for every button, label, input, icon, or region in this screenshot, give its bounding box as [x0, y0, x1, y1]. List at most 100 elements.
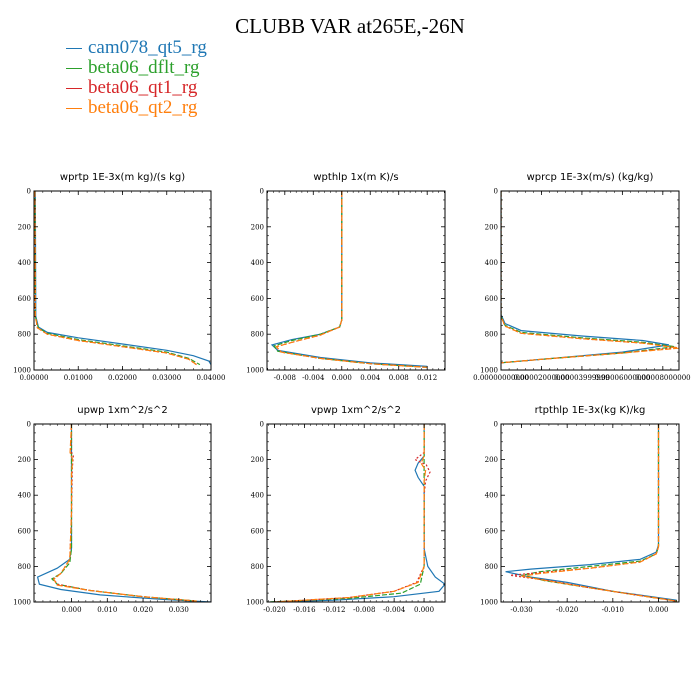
- series-beta06_qt1_rg: [510, 424, 677, 602]
- y-tick-label: 600: [251, 527, 264, 535]
- x-tick-label: 0.020: [133, 606, 153, 614]
- series-group: [267, 424, 445, 602]
- y-tick-label: 200: [251, 456, 264, 464]
- y-tick-label: 0: [494, 188, 498, 196]
- series-cam078_qt5_rg: [34, 191, 211, 365]
- y-tick-label: 400: [18, 259, 31, 267]
- y-tick-label: 600: [485, 527, 498, 535]
- series-beta06_qt2_rg: [501, 191, 679, 364]
- y-tick-label: 800: [18, 563, 31, 571]
- y-tick-label: 200: [485, 456, 498, 464]
- x-tick-label: 0.00000: [20, 374, 49, 382]
- series-group: [270, 191, 428, 368]
- x-tick-label: 0.010: [97, 606, 117, 614]
- x-tick-label: -0.016: [293, 606, 316, 614]
- plot-frame: [33, 190, 212, 371]
- y-tick-label: 800: [485, 331, 498, 339]
- x-tick-label: 0.000: [414, 606, 434, 614]
- series-beta06_dflt_rg: [50, 424, 197, 602]
- panel-title: upwp 1xm^2/s^2: [77, 405, 167, 416]
- y-tick-label: 600: [251, 295, 264, 303]
- x-tick-label: -0.004: [383, 606, 406, 614]
- y-tick-label: 200: [18, 456, 31, 464]
- legend-label: beta06_dflt_rg: [88, 57, 200, 78]
- y-tick-label: 600: [485, 295, 498, 303]
- series-beta06_qt2_rg: [52, 424, 197, 602]
- y-tick-label: 800: [251, 563, 264, 571]
- panel-6: rtpthlp 1E-3x(kg K)/kg 0 200 400 600 800 1000 -…: [480, 405, 680, 614]
- legend-swatch: [66, 48, 82, 50]
- y-tick-label: 800: [485, 563, 498, 571]
- panel-title: wprtp 1E-3x(m kg)/(s kg): [60, 172, 185, 183]
- y-tick-label: 0: [27, 421, 31, 429]
- series-group: [501, 191, 679, 364]
- series-beta06_dflt_rg: [521, 424, 677, 602]
- y-tick-label: 400: [485, 492, 498, 500]
- y-tick-label: 200: [485, 223, 498, 231]
- plot-frame: [266, 423, 446, 603]
- y-tick-label: 0: [494, 421, 498, 429]
- y-tick-label: 800: [18, 331, 31, 339]
- panel-5: vpwp 1xm^2/s^2 0 200 400 600 800 1000-0.020 -0.…: [246, 405, 446, 614]
- x-tick-label: 0.000: [62, 606, 82, 614]
- x-tick-label: 0.000: [332, 374, 352, 382]
- y-tick-label: 600: [18, 527, 31, 535]
- series-cam078_qt5_rg: [36, 424, 211, 602]
- y-tick-label: 200: [251, 223, 264, 231]
- panel-title: wpthlp 1x(m K)/s: [313, 172, 398, 183]
- legend-swatch: [66, 68, 82, 70]
- panel-4: upwp 1xm^2/s^2 0 200 400 600 800 1000 0.000 0.01…: [13, 405, 212, 614]
- series-group: [505, 424, 677, 602]
- x-tick-label: 0.00002000000: [514, 374, 570, 382]
- legend-item-dflt: beta06_dflt_rg: [66, 58, 207, 78]
- x-tick-label: -0.008: [353, 606, 375, 614]
- x-tick-label: 0.00000000000: [473, 374, 529, 382]
- series-cam078_qt5_rg: [274, 424, 445, 602]
- y-tick-label: 0: [27, 188, 31, 196]
- panel-title: wprcp 1E-3x(m/s) (kg/kg): [527, 172, 654, 183]
- series-group: [34, 191, 211, 366]
- y-tick-label: 0: [260, 421, 264, 429]
- legend-swatch: [66, 88, 82, 90]
- x-tick-label: -0.020: [263, 606, 285, 614]
- y-tick-label: 0: [260, 188, 264, 196]
- y-tick-label: 1000: [480, 599, 498, 607]
- y-tick-label: 1000: [246, 599, 264, 607]
- series-beta06_qt2_rg: [275, 191, 428, 368]
- series-beta06_qt1_rg: [274, 424, 431, 602]
- legend: cam078_qt5_rg beta06_dflt_rg beta06_qt1_…: [66, 38, 207, 118]
- y-tick-label: 400: [251, 492, 264, 500]
- x-tick-label: 0.000: [648, 606, 668, 614]
- x-tick-label: 0.008: [389, 374, 409, 382]
- series-beta06_qt2_rg: [34, 191, 199, 366]
- series-beta06_dflt_rg: [267, 424, 425, 602]
- panel-1: wprtp 1E-3x(m kg)/(s kg) 0 200 400 600 800 100…: [13, 172, 225, 382]
- y-tick-label: 1000: [13, 367, 31, 375]
- y-tick-label: 800: [251, 331, 264, 339]
- series-beta06_dflt_rg: [34, 191, 201, 366]
- x-tick-label: -0.012: [323, 606, 345, 614]
- series-beta06_qt2_rg: [521, 424, 677, 602]
- x-tick-label: 0.004: [360, 374, 381, 382]
- plot-frame: [33, 423, 212, 603]
- x-tick-label: -0.008: [274, 374, 296, 382]
- series-group: [36, 424, 211, 602]
- panel-3: wprcp 1E-3x(m/s) (kg/kg) 0 200 400 600 800 100…: [473, 172, 690, 382]
- x-tick-label: 0.03000: [152, 374, 181, 382]
- x-tick-label: 0.00006000000: [595, 374, 651, 382]
- x-tick-label: 0.00008000000: [635, 374, 691, 382]
- y-tick-label: 600: [18, 295, 31, 303]
- panel-2: wpthlp 1x(m K)/s 0 200 400 600 800 1000 -0.008-…: [246, 172, 446, 382]
- y-tick-label: 1000: [480, 367, 498, 375]
- series-beta06_qt1_rg: [52, 424, 197, 602]
- x-tick-label: -0.020: [556, 606, 578, 614]
- panel-title: vpwp 1xm^2/s^2: [311, 405, 401, 416]
- x-tick-label: 0.02000: [108, 374, 137, 382]
- y-tick-label: 400: [18, 492, 31, 500]
- legend-item-qt1: beta06_qt1_rg: [66, 78, 207, 98]
- y-tick-label: 1000: [13, 599, 31, 607]
- x-tick-label: -0.010: [602, 606, 624, 614]
- series-beta06_qt2_rg: [274, 424, 427, 602]
- y-tick-label: 400: [485, 259, 498, 267]
